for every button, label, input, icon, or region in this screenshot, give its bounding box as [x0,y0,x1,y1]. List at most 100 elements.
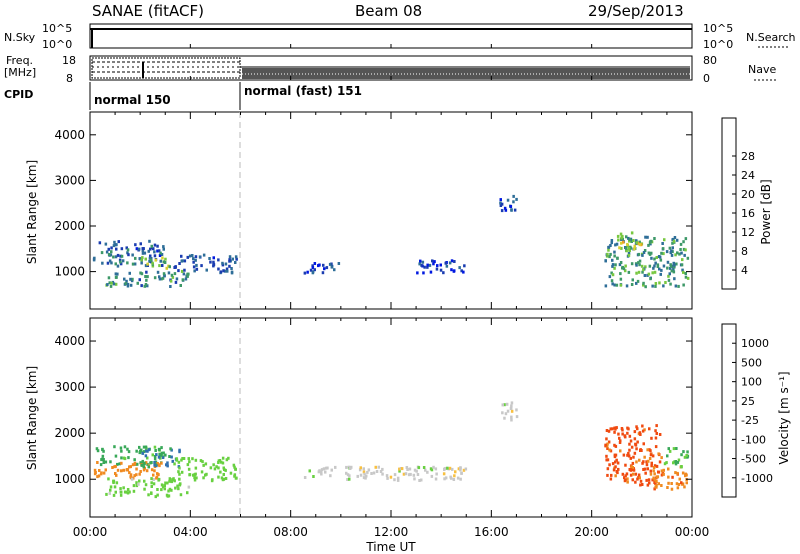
data-cell [97,474,101,478]
data-cell [611,282,614,286]
data-cell [509,205,513,208]
data-cell [144,445,148,449]
data-cell [147,249,150,253]
data-cell [684,474,687,478]
data-cell [616,234,620,238]
data-cell [400,467,404,471]
data-cell [648,427,651,431]
data-cell [618,436,621,440]
data-cell [179,493,183,497]
data-cell [177,269,180,273]
data-cell [195,263,198,267]
data-cell [358,468,362,472]
data-cell [150,244,153,248]
data-cell [674,462,678,466]
data-cell [186,272,189,276]
data-cell [110,250,113,254]
data-cell [515,415,519,419]
data-cell [193,269,196,273]
data-cell [143,479,146,483]
data-cell [212,263,216,267]
data-cell [621,432,624,436]
data-cell [628,442,631,446]
data-cell [637,252,641,256]
data-cell [167,271,171,275]
data-cell [442,271,445,275]
data-cell [181,278,185,282]
y-tick-label: 1000 [54,472,85,486]
data-cell [160,488,163,492]
data-cell [663,238,666,242]
data-cell [626,431,629,435]
data-cell [120,449,123,453]
data-cell [183,259,187,263]
data-cell [642,442,645,446]
data-cell [334,465,337,469]
data-cell [175,457,178,461]
data-cell [655,256,658,259]
data-cell [619,272,622,276]
data-cell [624,474,627,478]
data-cell [147,493,150,497]
data-cell [642,251,646,254]
data-cell [604,284,608,288]
data-cell [647,243,650,247]
data-cell [142,468,146,472]
data-cell [102,458,105,461]
data-cell [636,440,639,444]
data-cell [112,244,116,248]
data-cell [146,284,149,288]
data-cell [217,475,220,479]
data-cell [109,485,113,489]
power-colorbar: 4 8 12 16 20 24 28 Power [dB] [721,117,773,290]
data-cell [667,467,670,471]
data-cell [435,472,438,476]
data-cell [123,490,127,494]
data-cell [444,476,448,480]
data-cell [625,235,628,239]
data-cell [416,271,419,275]
x-tick-label: 20:00 [574,525,609,539]
data-cell [667,475,670,479]
data-cell [131,463,135,467]
data-cell [119,493,123,497]
data-cell [407,473,411,477]
data-cell [623,434,626,438]
data-cell [102,449,105,453]
data-cell [655,464,659,468]
data-cell [638,263,641,267]
data-cell [155,453,158,457]
data-cell [223,269,227,273]
data-cell [642,283,645,287]
data-cell [649,453,653,457]
data-cell [604,259,607,263]
data-cell [153,469,156,473]
velocity-panel: 1000 2000 3000 4000 Slant Range [km] [25,317,693,518]
cpid-label: CPID [4,88,33,101]
data-cell [662,252,665,256]
data-cell [663,462,667,466]
data-cell [105,250,109,254]
data-cell [683,253,686,257]
data-cell [160,461,163,465]
data-cell [650,436,653,440]
data-cell [152,482,156,486]
data-cell [653,478,657,482]
data-cell [621,472,625,476]
data-cell [633,247,636,251]
data-cell [208,257,211,260]
data-cell [129,473,133,477]
data-cell [164,453,167,457]
data-cell [439,268,443,272]
data-cell [513,208,517,212]
data-cell [117,240,120,244]
data-cell [420,478,423,482]
data-cell [634,472,638,476]
data-cell [110,281,113,285]
data-cell [101,261,104,265]
data-cell [160,451,164,455]
data-cell [643,274,647,277]
data-cell [180,269,184,273]
data-cell [109,253,113,257]
data-cell [359,466,362,470]
